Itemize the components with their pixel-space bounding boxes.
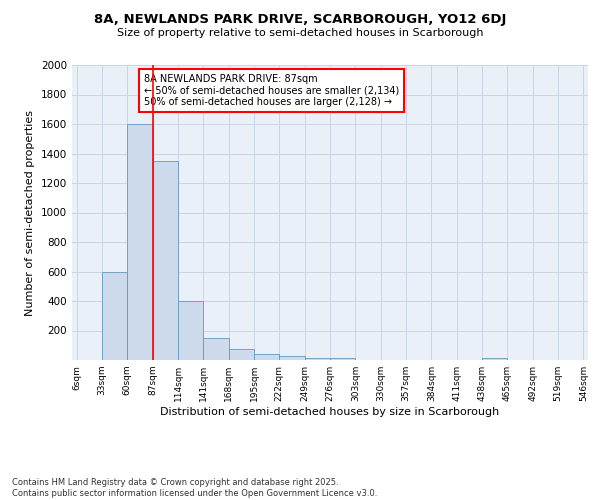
Bar (305, 358, 330, 360)
Bar (330, 358, 355, 360)
Bar (152, 161, 178, 360)
Text: Size of property relative to semi-detached houses in Scarborough: Size of property relative to semi-detach… (117, 28, 483, 38)
Bar (102, 272, 127, 360)
Text: Contains HM Land Registry data © Crown copyright and database right 2025.
Contai: Contains HM Land Registry data © Crown c… (12, 478, 377, 498)
Bar (280, 356, 305, 360)
X-axis label: Distribution of semi-detached houses by size in Scarborough: Distribution of semi-detached houses by … (160, 407, 500, 417)
Bar (229, 349, 254, 360)
Bar (127, 124, 152, 360)
Bar (254, 354, 280, 360)
Text: 8A, NEWLANDS PARK DRIVE, SCARBOROUGH, YO12 6DJ: 8A, NEWLANDS PARK DRIVE, SCARBOROUGH, YO… (94, 12, 506, 26)
Text: 8A NEWLANDS PARK DRIVE: 87sqm
← 50% of semi-detached houses are smaller (2,134)
: 8A NEWLANDS PARK DRIVE: 87sqm ← 50% of s… (144, 74, 400, 107)
Y-axis label: Number of semi-detached properties: Number of semi-detached properties (25, 110, 35, 316)
Bar (482, 358, 508, 360)
Bar (203, 338, 229, 360)
Bar (178, 301, 203, 360)
